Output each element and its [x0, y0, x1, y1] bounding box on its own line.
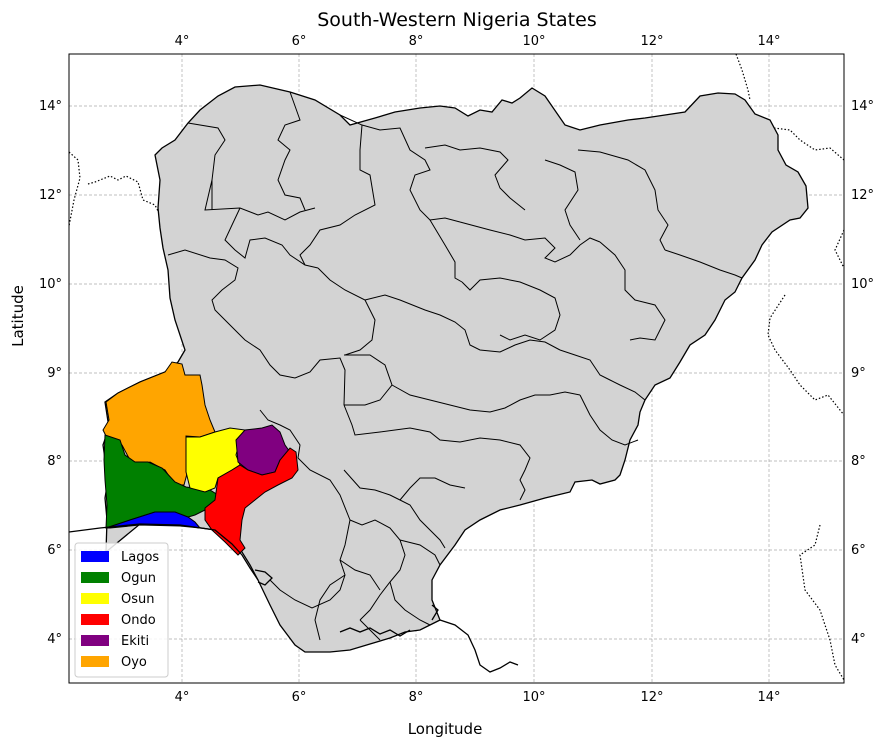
legend-swatch [81, 656, 109, 667]
y-tick-label: 4° [47, 632, 62, 647]
y-tick-label: 14° [851, 99, 874, 114]
legend-label: Oyo [121, 655, 147, 670]
x-tick-label: 12° [640, 690, 663, 705]
x-tick-label: 10° [522, 690, 545, 705]
y-tick-label: 4° [851, 632, 866, 647]
legend-swatch [81, 593, 109, 604]
y-tick-label: 6° [851, 543, 866, 558]
y-tick-label: 8° [47, 454, 62, 469]
x-ticks-top: 4° 6° 8° 10° 12° 14° [175, 34, 781, 49]
legend-label: Ogun [121, 571, 156, 586]
legend-item-ogun: Ogun [81, 571, 156, 586]
y-axis-label: Latitude [9, 285, 27, 347]
x-tick-label: 8° [409, 690, 424, 705]
y-tick-label: 12° [851, 188, 874, 203]
x-tick-label: 8° [409, 34, 424, 49]
y-tick-label: 9° [47, 366, 62, 381]
x-tick-label: 10° [522, 34, 545, 49]
legend-swatch [81, 614, 109, 625]
y-tick-label: 12° [39, 188, 62, 203]
x-tick-label: 4° [175, 690, 190, 705]
coastline [68, 523, 519, 673]
southwest-states [102, 361, 299, 556]
y-tick-label: 10° [39, 277, 62, 292]
legend-label: Ondo [121, 613, 156, 628]
legend-swatch [81, 551, 109, 562]
state-boundaries [167, 91, 743, 641]
legend-item-lagos: Lagos [81, 550, 159, 565]
y-tick-label: 6° [47, 543, 62, 558]
legend-item-oyo: Oyo [81, 655, 147, 670]
y-tick-label: 8° [851, 454, 866, 469]
x-tick-label: 14° [757, 690, 780, 705]
y-tick-label: 10° [851, 277, 874, 292]
map-title: South-Western Nigeria States [317, 9, 596, 31]
x-tick-label: 4° [175, 34, 190, 49]
state-oyo [102, 361, 216, 486]
legend-swatch [81, 572, 109, 583]
x-tick-label: 12° [640, 34, 663, 49]
plot-frame [68, 53, 845, 684]
x-axis-label: Longitude [408, 720, 483, 738]
y-tick-label: 14° [39, 99, 62, 114]
legend-item-ekiti: Ekiti [81, 634, 149, 649]
legend-label: Lagos [121, 550, 159, 565]
legend: Lagos Ogun Osun Ondo Ekiti Oyo [74, 542, 169, 678]
y-tick-label: 9° [851, 366, 866, 381]
legend-label: Ekiti [121, 634, 149, 649]
x-tick-label: 14° [757, 34, 780, 49]
legend-item-osun: Osun [81, 592, 154, 607]
nigeria-landmass [102, 84, 809, 653]
x-tick-label: 6° [292, 34, 307, 49]
x-tick-label: 6° [292, 690, 307, 705]
x-ticks-bottom: 4° 6° 8° 10° 12° 14° [175, 690, 781, 705]
legend-label: Osun [121, 592, 154, 607]
legend-item-ondo: Ondo [81, 613, 156, 628]
neighbor-borders [68, 53, 845, 681]
state-lagos [105, 511, 202, 529]
legend-swatch [81, 635, 109, 646]
y-ticks-right: 4° 6° 8° 9° 10° 12° 14° [851, 99, 874, 647]
y-ticks-left: 4° 6° 8° 9° 10° 12° 14° [39, 99, 62, 647]
